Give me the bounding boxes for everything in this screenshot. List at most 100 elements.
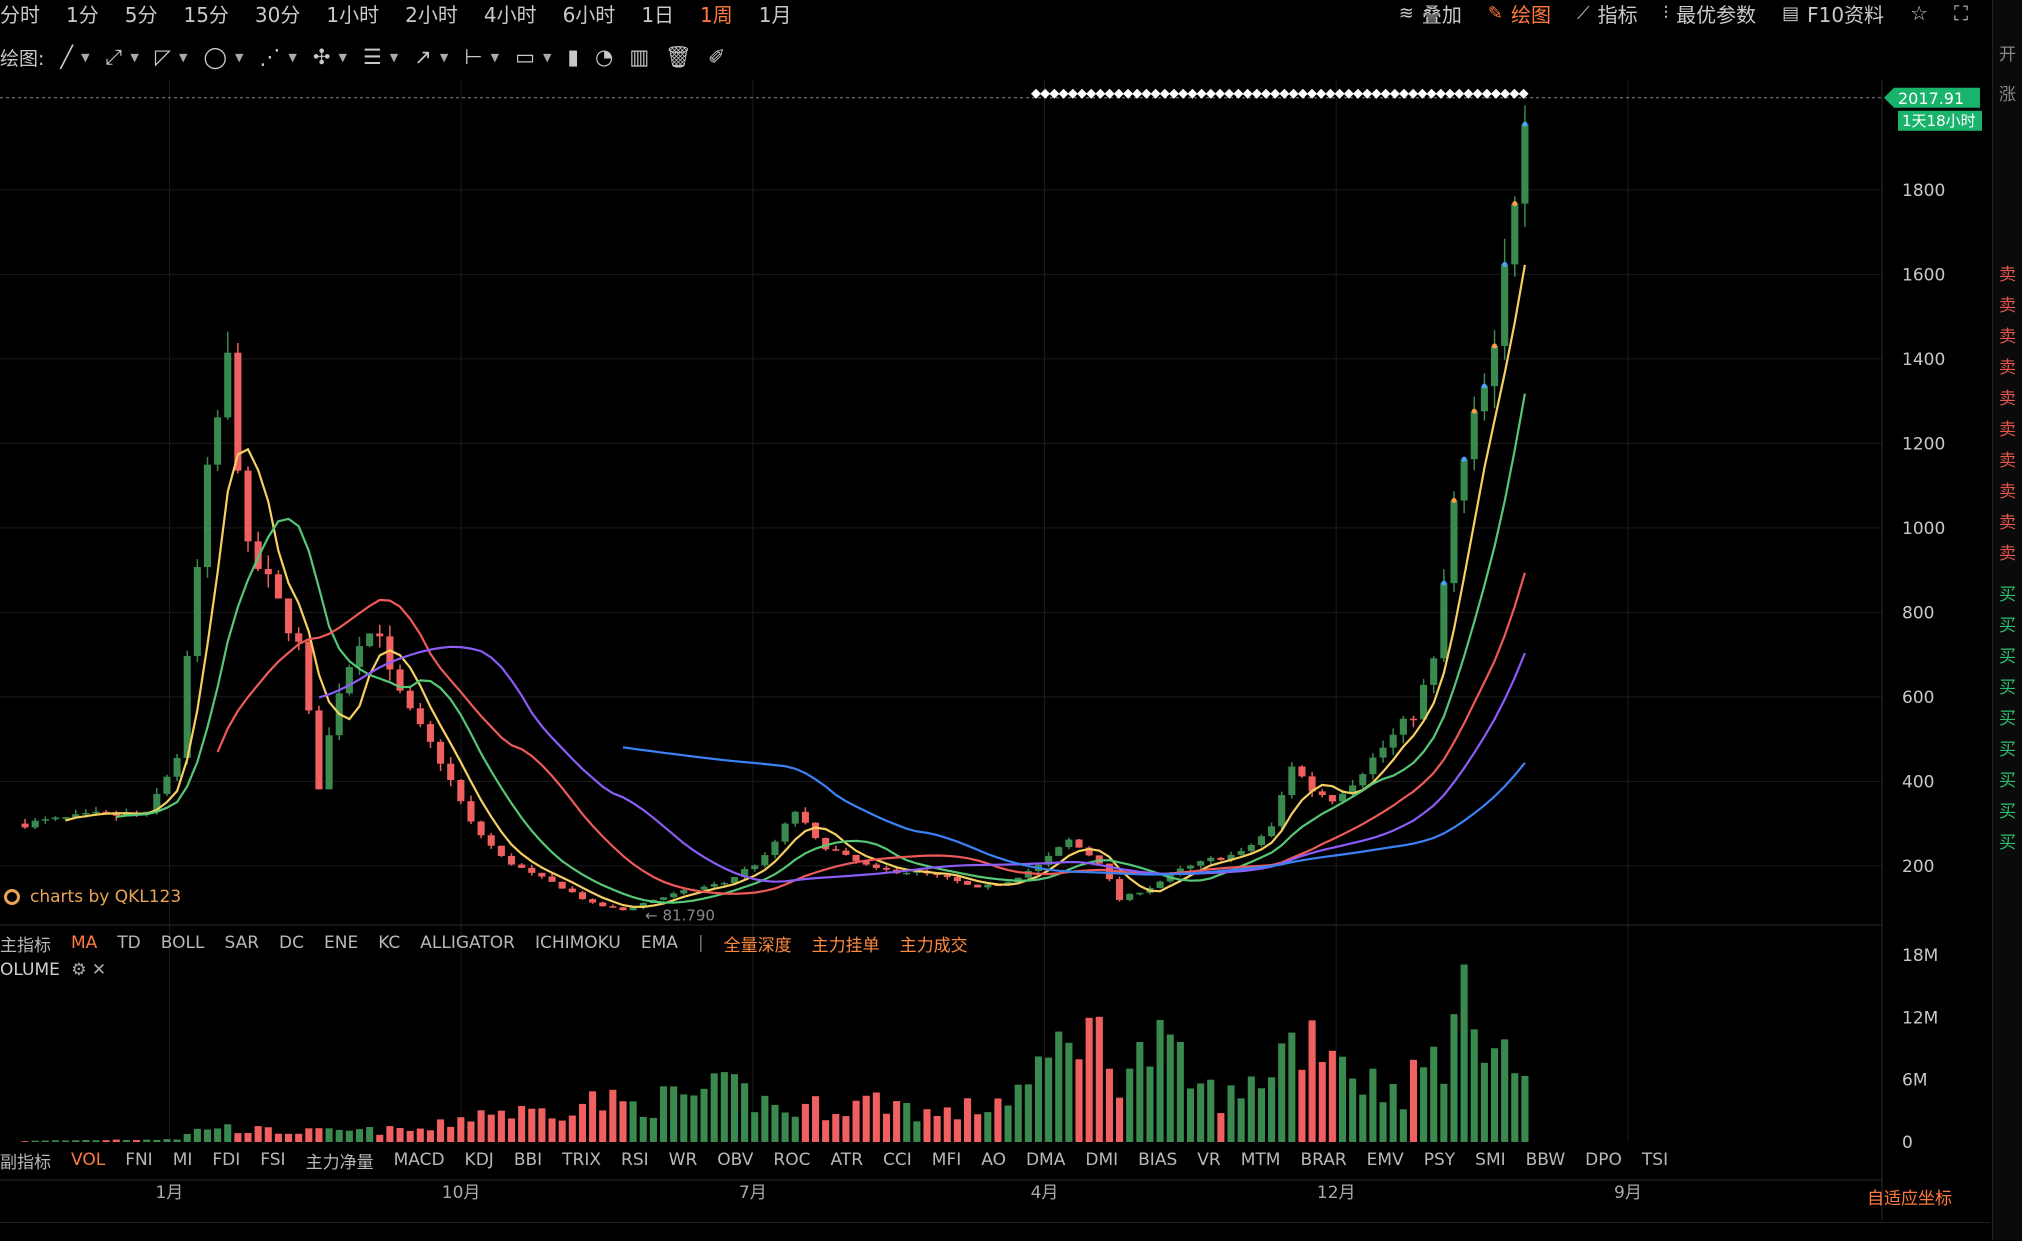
chevron-down-icon[interactable]: ▼ [389, 50, 399, 64]
chevron-down-icon[interactable]: ▼ [542, 50, 552, 64]
chevron-down-icon[interactable]: ▼ [338, 50, 347, 64]
indicator-dc[interactable]: DC [279, 933, 304, 953]
indicator-dpo[interactable]: DPO [1585, 1150, 1622, 1170]
toolbar-layers-button[interactable]: ≋ 叠加 [1399, 0, 1462, 28]
indicator-mfi[interactable]: MFI [931, 1150, 962, 1170]
wave-tool-icon[interactable]: ⋰ ▼ [259, 45, 296, 69]
indicator-atr[interactable]: ATR [830, 1150, 864, 1170]
indicator-sar[interactable]: SAR [224, 933, 260, 953]
volume-bar [680, 1094, 688, 1142]
ray-tool-icon[interactable]: ⤢ ▼ [106, 45, 139, 70]
indicator-emv[interactable]: EMV [1366, 1150, 1404, 1170]
indicator-trix[interactable]: TRIX [562, 1150, 602, 1170]
indicator-brar[interactable]: BRAR [1300, 1150, 1347, 1170]
depth-toggle-2[interactable]: 主力成交 [899, 935, 968, 956]
candle-body [710, 883, 718, 887]
indicator-fni[interactable]: FNI [125, 1150, 153, 1170]
timeframe-8[interactable]: 6小时 [562, 2, 616, 27]
toolbar-sliders-button[interactable]: ⫶ 最优参数 [1664, 0, 1757, 28]
indicator-dmi[interactable]: DMI [1085, 1150, 1119, 1170]
indicator-主力净量[interactable]: 主力净量 [305, 1152, 374, 1173]
chevron-down-icon[interactable]: ▼ [439, 50, 449, 64]
timeframe-0[interactable]: 分时 [0, 2, 40, 27]
timeframe-7[interactable]: 4小时 [483, 2, 537, 27]
star-icon[interactable]: ☆ [1910, 1, 1928, 25]
indicator-bbw[interactable]: BBW [1525, 1150, 1566, 1170]
indicator-fdi[interactable]: FDI [212, 1150, 241, 1170]
indicator-ema[interactable]: EMA [640, 933, 678, 953]
indicator-td[interactable]: TD [117, 933, 141, 953]
indicator-psy[interactable]: PSY [1423, 1150, 1456, 1170]
timeframe-10[interactable]: 1周 [700, 2, 733, 27]
fib-tool-icon[interactable]: ☰ ▼ [363, 45, 398, 69]
indicator-cci[interactable]: CCI [883, 1150, 912, 1170]
indicator-alligator[interactable]: ALLIGATOR [420, 933, 515, 953]
indicator-ao[interactable]: AO [981, 1150, 1006, 1170]
candle-body [203, 464, 212, 568]
trash-icon[interactable]: 🗑 [665, 45, 692, 70]
timeframe-3[interactable]: 15分 [183, 2, 229, 27]
gear-icon[interactable]: ⚙ [71, 960, 87, 980]
line-tool-icon[interactable]: ╱ ▼ [60, 45, 89, 69]
timeframe-4[interactable]: 30分 [254, 2, 301, 27]
toolbar-pen-button[interactable]: ✎ 绘图 [1488, 0, 1551, 28]
close-icon[interactable]: ✕ [91, 960, 107, 980]
bars-tool-icon[interactable]: ▥ [629, 45, 649, 69]
depth-toggle-1[interactable]: 主力挂单 [811, 935, 880, 956]
indicator-bbi[interactable]: BBI [513, 1150, 543, 1170]
indicator-kdj[interactable]: KDJ [464, 1150, 494, 1170]
auto-scale-button[interactable]: 自适应坐标 [1867, 1189, 1952, 1209]
indicator-macd[interactable]: MACD [393, 1150, 445, 1170]
pie-tool-icon[interactable]: ◔ [595, 45, 613, 69]
circle-tool-icon[interactable]: ◯ ▼ [203, 45, 243, 69]
indicator-vr[interactable]: VR [1197, 1150, 1221, 1170]
main-chart[interactable]: 200 400 600 800 1000 1200 1400 1600 1800 0 6M 12M 18… [0, 80, 1990, 1220]
diamond-marker [1426, 88, 1437, 99]
chevron-down-icon[interactable]: ▼ [130, 50, 139, 64]
chevron-down-icon[interactable]: ▼ [234, 50, 244, 64]
indicator-mi[interactable]: MI [172, 1150, 193, 1170]
timeframe-9[interactable]: 1日 [641, 2, 675, 27]
chevron-down-icon[interactable]: ▼ [178, 50, 188, 64]
indicator-bias[interactable]: BIAS [1138, 1150, 1178, 1170]
indicator-roc[interactable]: ROC [773, 1150, 811, 1170]
timeframe-11[interactable]: 1月 [758, 2, 792, 27]
timeframe-1[interactable]: 1分 [66, 2, 99, 27]
indicator-boll[interactable]: BOLL [160, 933, 205, 953]
measure-tool-icon[interactable]: ⊢ ▼ [464, 45, 499, 69]
candle-body [1247, 844, 1255, 852]
indicator-smi[interactable]: SMI [1475, 1150, 1506, 1170]
indicator-ichimoku[interactable]: ICHIMOKU [534, 933, 621, 953]
indicator-ma[interactable]: MA [71, 933, 98, 953]
indicator-mtm[interactable]: MTM [1240, 1150, 1281, 1170]
channel-tool-icon[interactable]: ◸ ▼ [155, 45, 188, 69]
candle-body [41, 819, 49, 821]
volume-bar [122, 1140, 130, 1142]
indicator-vol[interactable]: VOL [71, 1150, 106, 1170]
indicator-wr[interactable]: WR [668, 1150, 698, 1170]
chevron-down-icon[interactable]: ▼ [490, 50, 500, 64]
note-tool-icon[interactable]: ▭ ▼ [515, 45, 551, 69]
candle-body [1521, 124, 1529, 204]
depth-toggle-0[interactable]: 全量深度 [723, 935, 792, 956]
indicator-ene[interactable]: ENE [324, 933, 359, 953]
indicator-tsi[interactable]: TSI [1641, 1150, 1669, 1170]
timeframe-5[interactable]: 1小时 [326, 2, 380, 27]
arrow-tool-icon[interactable]: ↗ ▼ [414, 45, 448, 69]
timeframe-2[interactable]: 5分 [124, 2, 158, 27]
indicator-obv[interactable]: OBV [717, 1150, 754, 1170]
chevron-down-icon[interactable]: ▼ [288, 50, 297, 64]
indicator-rsi[interactable]: RSI [621, 1150, 649, 1170]
candle-tool-icon[interactable]: ▮ [567, 45, 579, 69]
chevron-down-icon[interactable]: ▼ [81, 50, 90, 64]
indicator-kc[interactable]: KC [378, 933, 401, 953]
toolbar-indicator-button[interactable]: ⟋ 指标 [1577, 0, 1638, 28]
fullscreen-icon[interactable]: ⛶ [1954, 1, 1968, 25]
timeframe-6[interactable]: 2小时 [405, 2, 458, 27]
candle-body [1065, 839, 1073, 848]
indicator-fsi[interactable]: FSI [260, 1150, 286, 1170]
indicator-dma[interactable]: DMA [1025, 1150, 1066, 1170]
pattern-tool-icon[interactable]: ✣ ▼ [313, 45, 347, 69]
toolbar-doc-button[interactable]: ▤ F10资料 [1782, 0, 1884, 28]
brush-icon[interactable]: ✐ [708, 45, 726, 69]
